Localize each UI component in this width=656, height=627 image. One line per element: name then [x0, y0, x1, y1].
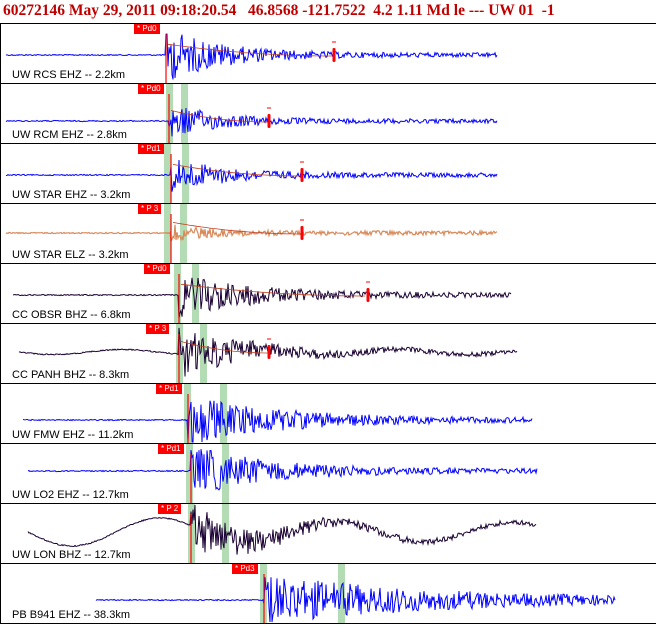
pick-window — [174, 264, 181, 323]
waveform-trace — [5, 107, 498, 137]
station-label: PB B941 EHZ -- 38.3km — [12, 609, 130, 621]
pick-marker[interactable]: * Pd1 — [138, 144, 164, 154]
trace-panel[interactable]: * Pd0 CC OBSR BHZ -- 6.8km — [0, 264, 656, 324]
waveform — [95, 564, 616, 623]
pick-window — [200, 324, 207, 383]
station-label: CC OBSR BHZ -- 6.8km — [12, 309, 131, 321]
station-label: UW LON BHZ -- 12.7km — [12, 549, 131, 561]
station-label: UW LO2 EHZ -- 12.7km — [12, 489, 129, 501]
pick-window — [182, 144, 189, 203]
waveform — [5, 144, 498, 203]
pick-window — [338, 564, 345, 623]
waveform-trace — [27, 449, 538, 491]
pick-marker[interactable]: * P 2 — [158, 504, 182, 514]
waveform — [22, 384, 533, 443]
waveform — [12, 264, 512, 323]
pick-window — [192, 264, 199, 323]
trace-panels: * Pd0 UW RCS EHZ -- 2.2km * Pd0 UW RCM E… — [0, 23, 656, 627]
coda-marker — [332, 48, 336, 62]
waveform-trace — [12, 277, 512, 319]
pick-marker[interactable]: * Pd1 — [158, 444, 184, 454]
coda-envelope — [172, 222, 301, 235]
station-label: UW FMW EHZ -- 11.2km — [12, 429, 134, 441]
pick-window — [222, 444, 229, 503]
trace-panel[interactable]: * Pd3 PB B941 EHZ -- 38.3km — [0, 564, 656, 624]
pick-marker[interactable]: * P 3 — [146, 324, 170, 334]
coda-envelope — [172, 164, 301, 177]
trace-panel[interactable]: * Pd1 UW LO2 EHZ -- 12.7km — [0, 444, 656, 504]
trace-panel[interactable]: * Pd0 UW RCS EHZ -- 2.2km — [0, 24, 656, 84]
station-label: UW RCS EHZ -- 2.2km — [12, 69, 126, 81]
coda-marker — [267, 114, 271, 128]
waveform — [5, 84, 498, 143]
trace-panel[interactable]: * Pd1 UW STAR EHZ -- 3.2km — [0, 144, 656, 204]
pick-marker[interactable]: * Pd3 — [232, 564, 258, 574]
pick-marker[interactable]: * Pd0 — [134, 24, 160, 34]
station-label: CC PANH BHZ -- 8.3km — [12, 369, 130, 381]
coda-marker — [300, 168, 304, 182]
waveform-trace — [5, 159, 498, 192]
pick-marker[interactable]: * Pd0 — [144, 264, 170, 274]
pick-window — [186, 444, 193, 503]
coda-envelope — [180, 341, 269, 354]
waveform — [27, 504, 537, 563]
coda-envelope — [170, 110, 267, 123]
trace-panel[interactable]: * Pd0 UW RCM EHZ -- 2.8km — [0, 84, 656, 144]
coda-marker — [300, 226, 304, 240]
trace-panel[interactable]: * P 3 UW STAR ELZ -- 3.2km — [0, 204, 656, 264]
trace-panel[interactable]: * Pd1 UW FMW EHZ -- 11.2km — [0, 384, 656, 444]
station-label: UW STAR ELZ -- 3.2km — [12, 249, 129, 261]
waveform-trace — [5, 33, 498, 80]
waveform-trace — [5, 224, 498, 244]
pick-window — [220, 384, 227, 443]
pick-marker[interactable]: * Pd0 — [138, 84, 164, 94]
event-title: 60272146 May 29, 2011 09:18:20.54 46.856… — [3, 2, 555, 19]
waveform-trace — [95, 577, 616, 623]
station-label: UW STAR EHZ -- 3.2km — [12, 189, 131, 201]
pick-window — [164, 144, 171, 203]
pick-marker[interactable]: * P 3 — [138, 204, 162, 214]
waveform — [18, 324, 518, 383]
coda-marker — [366, 288, 370, 302]
waveform-trace — [22, 400, 533, 443]
waveform — [27, 444, 538, 503]
coda-envelope — [180, 283, 365, 297]
waveform — [5, 204, 498, 263]
waveform-trace — [27, 504, 537, 555]
trace-panel[interactable]: * P 3 CC PANH BHZ -- 8.3km — [0, 324, 656, 384]
waveform — [5, 33, 498, 83]
station-label: UW RCM EHZ -- 2.8km — [12, 129, 127, 141]
trace-panel[interactable]: * P 2 UW LON BHZ -- 12.7km — [0, 504, 656, 564]
coda-marker — [267, 345, 271, 359]
coda-envelope — [167, 43, 332, 57]
pick-marker[interactable]: * Pd1 — [156, 384, 182, 394]
